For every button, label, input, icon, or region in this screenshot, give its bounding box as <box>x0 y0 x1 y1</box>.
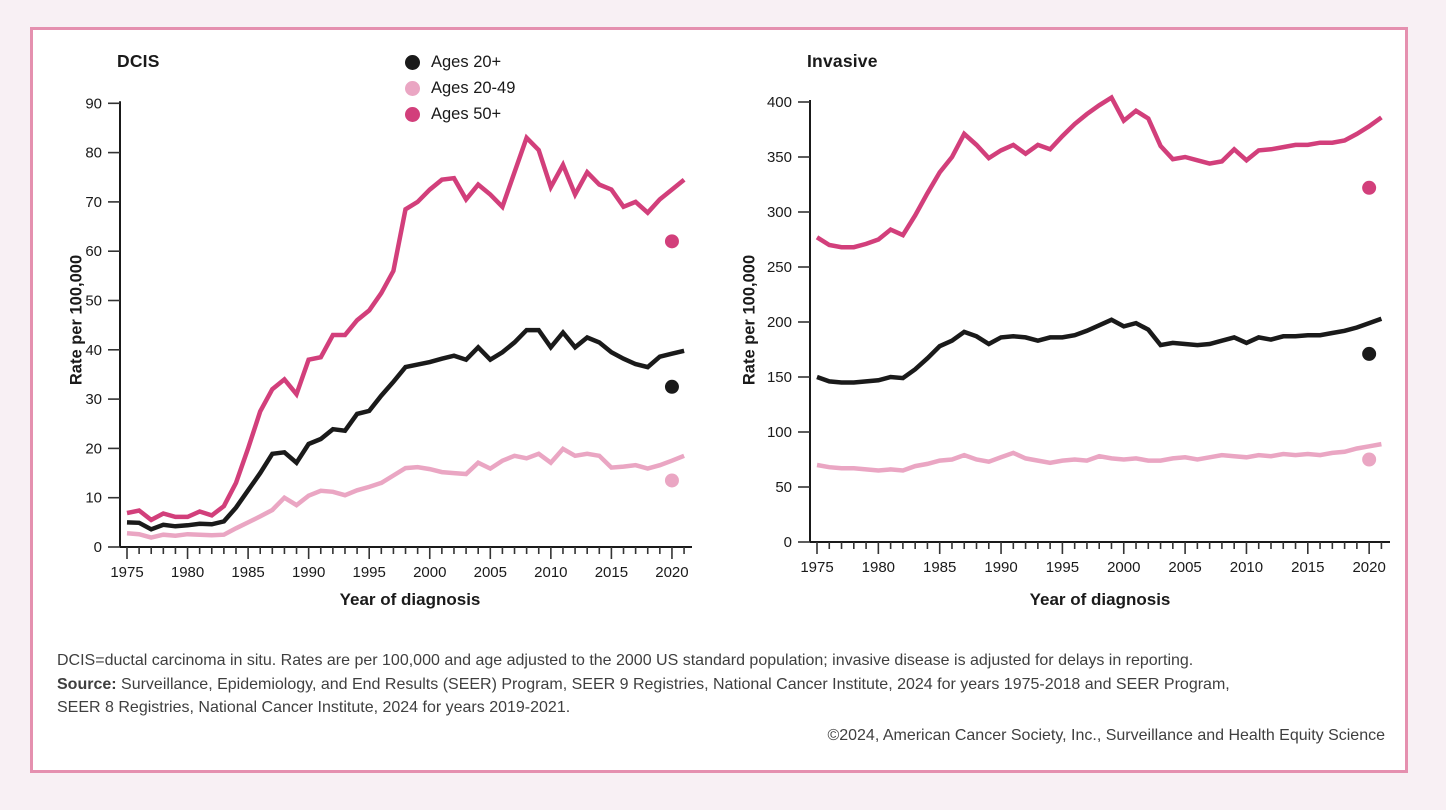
x-axis-label-invasive: Year of diagnosis <box>1029 590 1171 609</box>
legend-label: Ages 20+ <box>431 52 502 71</box>
charts-canvas: 0 10 20 30 40 50 60 70 80 90 1975 1980 1985 1990 1995 2… <box>85 94 1390 581</box>
svg-text:2015: 2015 <box>595 564 628 581</box>
svg-text:100: 100 <box>767 424 792 441</box>
svg-text:1980: 1980 <box>171 564 204 581</box>
figure-card: 0 10 20 30 40 50 60 70 80 90 1975 1980 1985 1990 1995 2… <box>30 27 1408 773</box>
footnote-source: Source: Surveillance, Epidemiology, and … <box>57 676 1230 694</box>
svg-text:1985: 1985 <box>231 564 264 581</box>
svg-text:2000: 2000 <box>1107 559 1140 576</box>
svg-text:350: 350 <box>767 149 792 166</box>
chart-title-dcis: DCIS <box>117 51 160 71</box>
chart-title-invasive: Invasive <box>807 51 878 71</box>
legend-item-ages-20plus: Ages 20+ <box>405 49 515 75</box>
svg-text:250: 250 <box>767 259 792 276</box>
legend-dot-ages-50plus <box>405 106 420 122</box>
svg-text:1975: 1975 <box>110 564 143 581</box>
svg-text:2010: 2010 <box>1230 559 1263 576</box>
svg-text:2020: 2020 <box>655 564 688 581</box>
legend-dot-ages-20plus <box>405 54 420 70</box>
svg-text:1975: 1975 <box>800 559 833 576</box>
svg-text:80: 80 <box>85 145 102 162</box>
svg-text:40: 40 <box>85 342 102 359</box>
svg-text:20: 20 <box>85 440 102 457</box>
legend-label: Ages 50+ <box>431 104 502 123</box>
svg-text:1995: 1995 <box>353 564 386 581</box>
footnote-source-text: Surveillance, Epidemiology, and End Resu… <box>121 676 1230 693</box>
svg-text:90: 90 <box>85 95 102 112</box>
svg-text:2015: 2015 <box>1291 559 1324 576</box>
footnote-source-continued: SEER 8 Registries, National Cancer Insti… <box>57 699 571 716</box>
svg-text:300: 300 <box>767 204 792 221</box>
x-axis-label-dcis: Year of diagnosis <box>339 590 481 609</box>
legend: Ages 20+ Ages 20-49 Ages 50+ <box>405 49 515 127</box>
svg-text:1990: 1990 <box>984 559 1017 576</box>
y-axis-label-invasive: Rate per 100,000 <box>740 254 759 386</box>
svg-text:50: 50 <box>85 293 102 310</box>
legend-dot-ages-20-49 <box>405 80 420 96</box>
svg-text:200: 200 <box>767 314 792 331</box>
legend-label: Ages 20-49 <box>431 78 516 97</box>
svg-text:1990: 1990 <box>292 564 325 581</box>
svg-text:50: 50 <box>775 479 792 496</box>
svg-text:1985: 1985 <box>923 559 956 576</box>
svg-text:2005: 2005 <box>474 564 507 581</box>
svg-text:10: 10 <box>85 490 102 507</box>
svg-text:0: 0 <box>784 534 792 551</box>
svg-text:70: 70 <box>85 194 102 211</box>
svg-text:2005: 2005 <box>1168 559 1201 576</box>
svg-text:1995: 1995 <box>1046 559 1079 576</box>
svg-text:150: 150 <box>767 369 792 386</box>
legend-item-ages-20-49: Ages 20-49 <box>405 75 515 101</box>
svg-text:60: 60 <box>85 243 102 260</box>
copyright-line: ©2024, American Cancer Society, Inc., Su… <box>827 727 1385 744</box>
svg-text:2020: 2020 <box>1352 559 1385 576</box>
legend-item-ages-50plus: Ages 50+ <box>405 101 515 127</box>
svg-text:2000: 2000 <box>413 564 446 581</box>
svg-text:1980: 1980 <box>862 559 895 576</box>
svg-text:30: 30 <box>85 391 102 408</box>
y-axis-label-dcis: Rate per 100,000 <box>67 254 86 386</box>
svg-text:400: 400 <box>767 94 792 111</box>
footnote-source-label: Source: <box>57 676 117 693</box>
svg-text:0: 0 <box>94 539 102 556</box>
footnote-definition: DCIS=ductal carcinoma in situ. Rates are… <box>57 652 1194 669</box>
svg-text:2010: 2010 <box>534 564 567 581</box>
